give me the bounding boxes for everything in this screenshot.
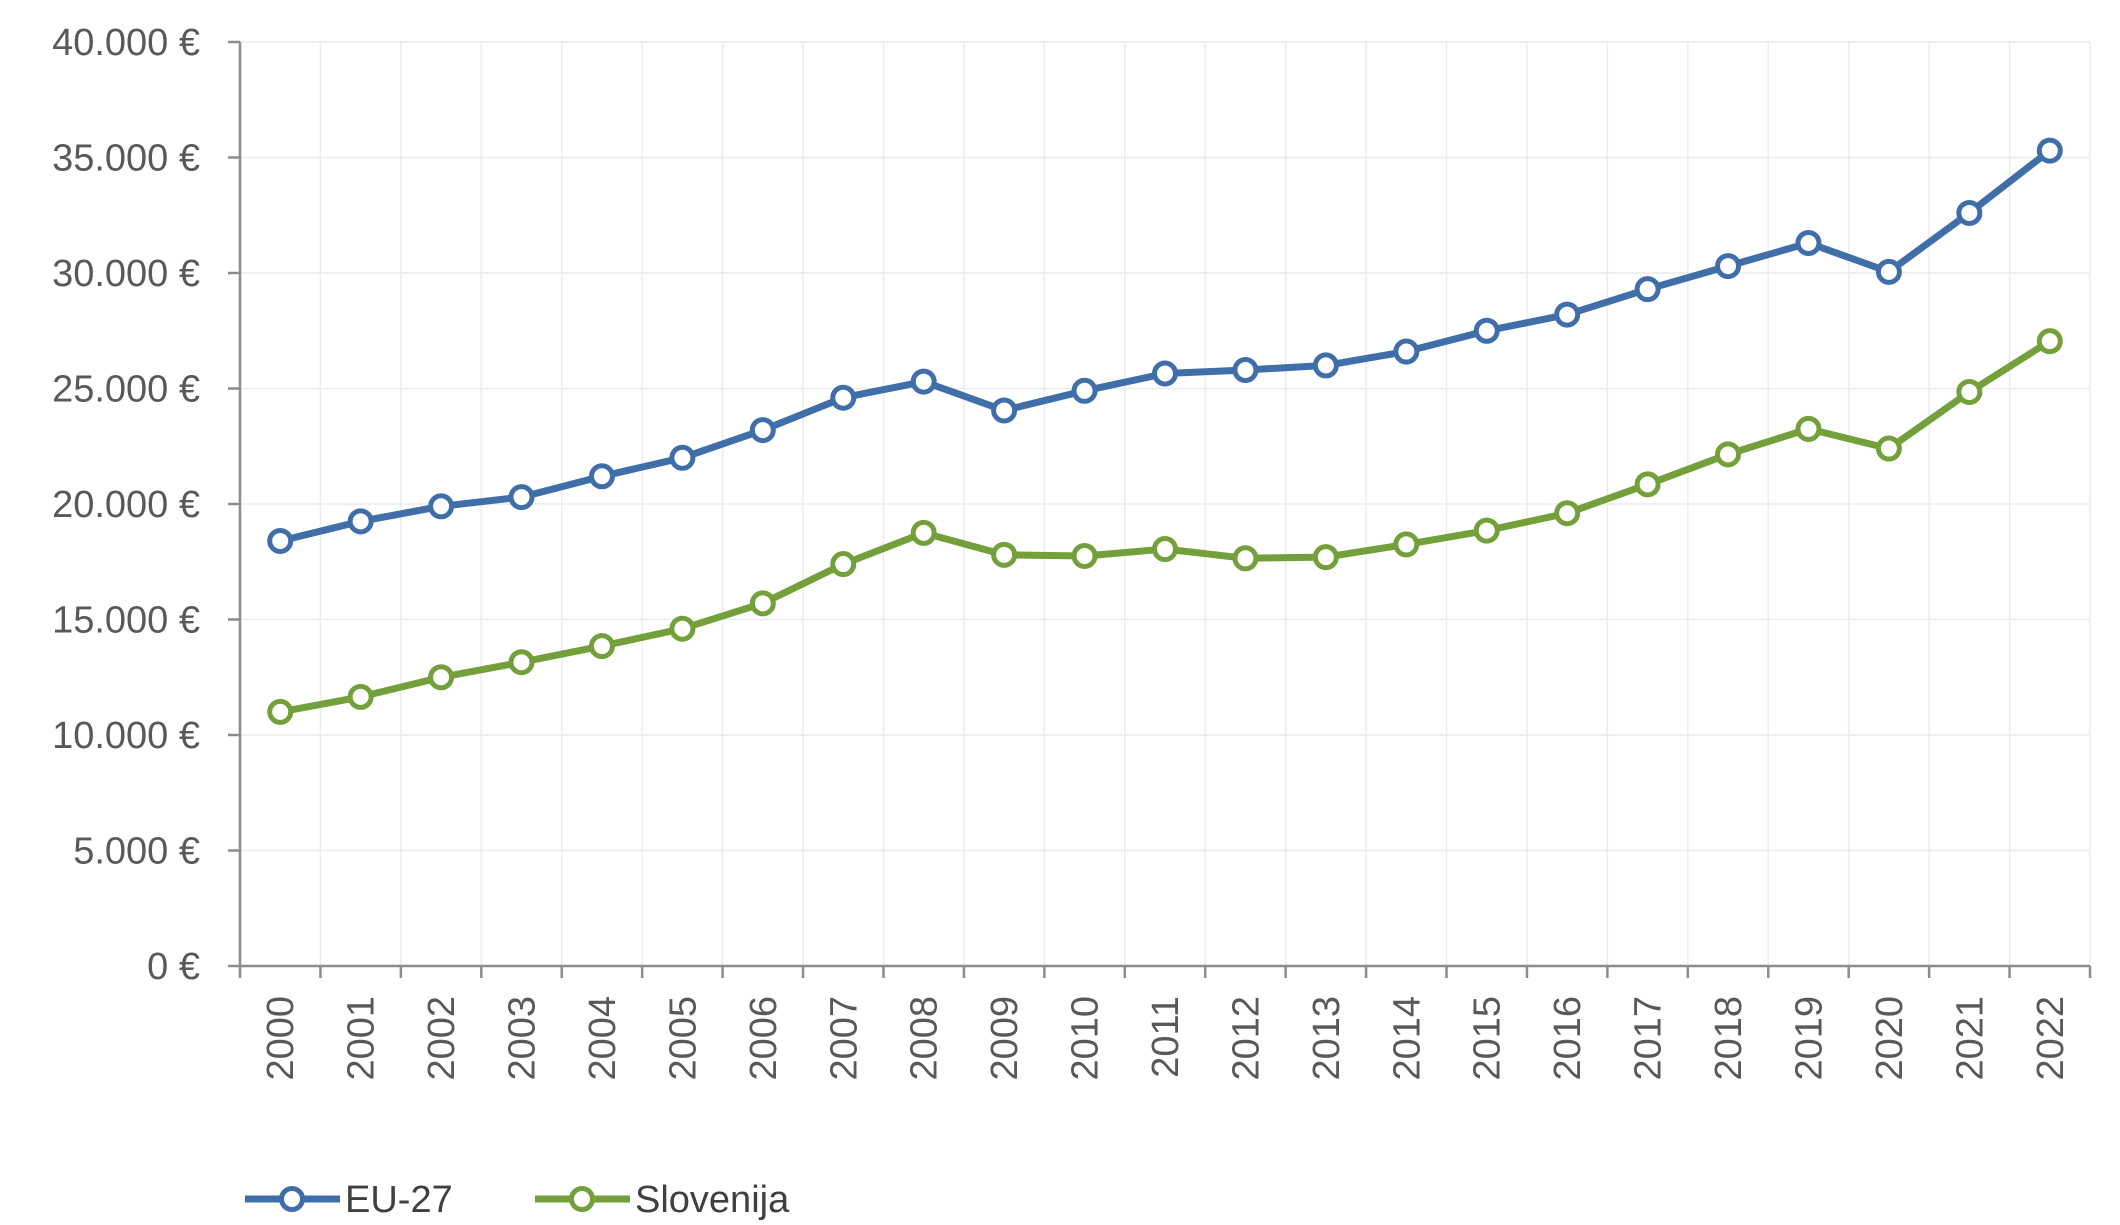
data-point: [1875, 258, 1902, 285]
y-tick-label: 40.000 €: [52, 22, 200, 64]
series-slovenija: [267, 328, 2063, 725]
x-tick-label: 2020: [1869, 996, 1911, 1081]
data-point: [1071, 542, 1098, 569]
data-point: [749, 417, 776, 444]
data-point: [1634, 276, 1661, 303]
x-tick-label: 2000: [260, 996, 302, 1081]
data-point: [508, 649, 535, 676]
x-tick-label: 2002: [421, 996, 463, 1081]
x-tick-label: 2019: [1788, 996, 1830, 1081]
data-point: [1312, 544, 1339, 571]
legend-item: Slovenija: [535, 1179, 790, 1221]
x-tick-label: 2015: [1467, 996, 1509, 1081]
x-tick-label: 2004: [582, 996, 624, 1081]
data-point: [1152, 360, 1178, 387]
legend-label: EU-27: [345, 1179, 453, 1221]
data-point: [669, 444, 696, 471]
data-point: [347, 508, 374, 535]
y-tick-label: 35.000 €: [52, 138, 200, 180]
x-tick-label: 2005: [662, 996, 704, 1081]
data-point: [1956, 378, 1983, 405]
legend-marker: [569, 1186, 595, 1212]
y-tick-label: 20.000 €: [52, 484, 200, 526]
series-group: [267, 137, 2063, 725]
gridlines: [240, 41, 2091, 966]
data-point: [267, 527, 294, 554]
data-point: [1795, 415, 1822, 442]
data-point: [1554, 500, 1581, 527]
data-point: [428, 664, 455, 691]
series-eu-27: [267, 137, 2063, 554]
data-point: [267, 698, 294, 725]
x-tick-label: 2003: [502, 996, 544, 1081]
x-tick-label: 2021: [1949, 996, 1991, 1081]
data-point: [1634, 471, 1661, 498]
data-point: [669, 615, 696, 642]
y-axis-ticks: 0 € 5.000 € 10.000 € 15.000 € 20.000 € 25.000…: [52, 22, 240, 988]
data-point: [749, 590, 776, 617]
data-point: [1715, 441, 1742, 468]
y-tick-label: 5.000 €: [73, 831, 200, 873]
x-tick-label: 2011: [1145, 996, 1187, 1078]
data-point: [1393, 531, 1420, 558]
legend: EU-27 Slovenija: [245, 1179, 790, 1221]
y-tick-label: 30.000 €: [52, 253, 200, 295]
series-line: [279, 147, 2052, 545]
y-tick-label: 15.000 €: [52, 600, 200, 642]
data-point: [1071, 377, 1098, 404]
y-tick-label: 25.000 €: [52, 369, 200, 411]
x-tick-label: 2017: [1628, 996, 1670, 1081]
y-tick-label: 10.000 €: [52, 715, 200, 757]
x-tick-label: 2014: [1386, 996, 1428, 1081]
data-point: [910, 368, 937, 395]
x-tick-label: 2010: [1065, 996, 1107, 1081]
data-point: [1795, 229, 1822, 256]
data-point: [830, 384, 857, 411]
data-point: [428, 493, 455, 520]
data-point: [588, 633, 615, 660]
series-line: [279, 338, 2052, 716]
legend-label: Slovenija: [635, 1179, 790, 1221]
data-point: [1473, 517, 1500, 544]
x-tick-label: 2008: [904, 996, 946, 1081]
data-point: [2036, 137, 2063, 164]
data-point: [588, 463, 615, 490]
data-point: [1875, 435, 1902, 462]
data-point: [1312, 352, 1339, 379]
data-point: [991, 541, 1018, 568]
x-tick-label: 2009: [984, 996, 1026, 1081]
x-tick-label: 2001: [341, 996, 383, 1081]
data-point: [1473, 317, 1500, 344]
x-tick-label: 2012: [1225, 996, 1267, 1081]
data-point: [1956, 199, 1983, 226]
data-point: [830, 551, 857, 578]
x-tick-label: 2022: [2030, 996, 2072, 1081]
legend-marker: [279, 1186, 305, 1212]
data-point: [1393, 338, 1420, 365]
data-point: [2036, 328, 2063, 355]
x-tick-label: 2016: [1547, 996, 1589, 1081]
data-point: [1554, 301, 1581, 328]
x-axis-ticks: 2000 2001 2002 2003 2004 2005 2006 2007 2008 2009…: [238, 966, 2092, 1081]
data-point: [991, 397, 1018, 424]
x-tick-label: 2013: [1306, 996, 1348, 1081]
x-tick-label: 2006: [743, 996, 785, 1081]
data-point: [910, 519, 937, 546]
data-point: [508, 484, 535, 511]
data-point: [1715, 253, 1742, 280]
data-point: [347, 683, 374, 710]
x-tick-label: 2007: [823, 996, 865, 1081]
x-tick-label: 2018: [1708, 996, 1750, 1081]
legend-item: EU-27: [245, 1179, 453, 1221]
data-point: [1232, 545, 1259, 572]
y-tick-label: 0 €: [147, 946, 200, 988]
data-point: [1232, 357, 1259, 384]
data-point: [1152, 536, 1178, 563]
